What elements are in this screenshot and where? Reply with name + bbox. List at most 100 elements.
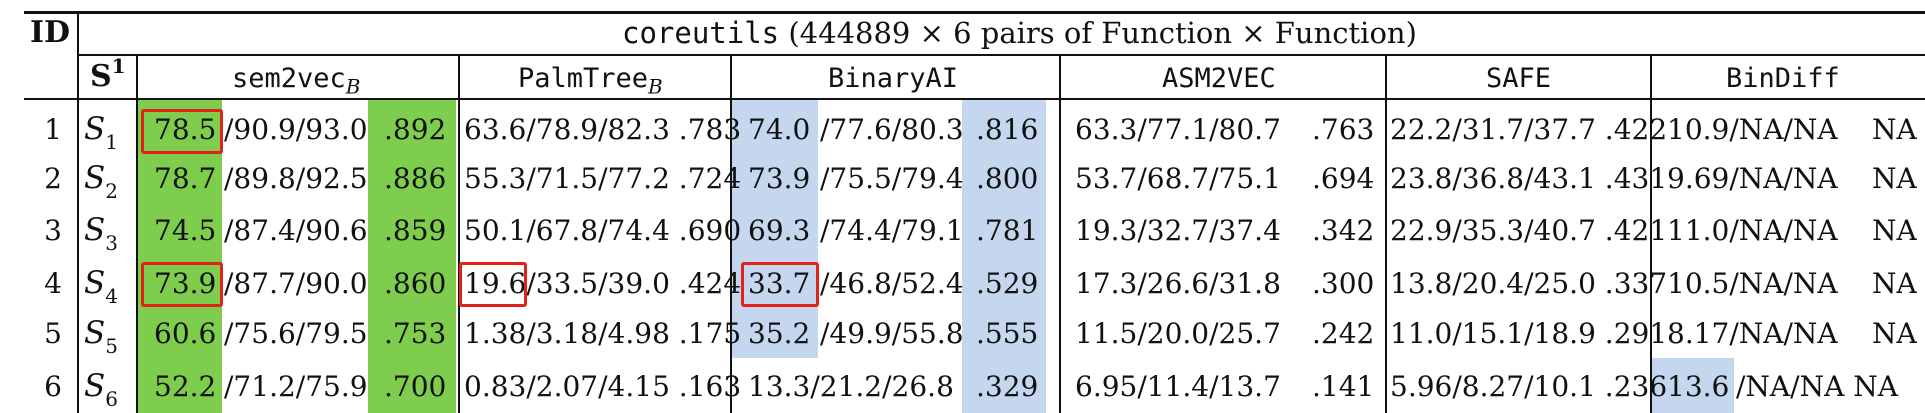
- id-header: ID: [30, 15, 71, 50]
- bindiff-top1: 13.6: [1667, 370, 1730, 403]
- row-id: 1: [44, 113, 62, 146]
- binaryai-top1-highlight: [732, 100, 818, 358]
- binaryai-top5-10: /75.5/79.4: [820, 162, 964, 195]
- bindiff-top1-highlight: [1652, 358, 1734, 413]
- asm2vec-auc: .300: [1312, 267, 1375, 300]
- sem2vec-top5-10: /87.4/90.6: [224, 214, 368, 247]
- palmtree-col-rule: [730, 55, 732, 413]
- sem2vec-col-rule: [458, 55, 460, 413]
- tool-header-safe: SAFE: [1486, 63, 1552, 94]
- asm2vec-values: 63.3/77.1/80.7: [1075, 113, 1281, 146]
- bindiff-auc: NA: [1872, 162, 1917, 195]
- sem2vec-top5-10: /87.7/90.0: [224, 267, 368, 300]
- bindiff-values: 8.17/NA/NA: [1667, 317, 1838, 350]
- palmtree-values: 19.6/33.5/39.0 .424: [464, 267, 742, 300]
- tool-header-bindiff: BinDiff: [1726, 63, 1840, 94]
- asm2vec-auc: .242: [1312, 317, 1375, 350]
- bindiff-values: /NA/NA NA: [1736, 370, 1898, 403]
- row-set: S6: [84, 368, 118, 412]
- sem2vec-auc: .859: [384, 214, 447, 247]
- palmtree-values: 50.1/67.8/74.4 .690: [464, 214, 742, 247]
- bindiff-values: 10.5/NA/NA: [1667, 267, 1838, 300]
- safe-values: 22.2/31.7/37.7 .422: [1390, 113, 1668, 146]
- bindiff-auc: NA: [1872, 267, 1917, 300]
- sem2vec-auc: .860: [384, 267, 447, 300]
- asm2vec-auc: .694: [1312, 162, 1375, 195]
- palmtree-values: 1.38/3.18/4.98 .175: [464, 317, 742, 350]
- sem2vec-top1: 60.6: [154, 317, 217, 350]
- row-id: 3: [44, 214, 62, 247]
- asm2vec-values: 17.3/26.6/31.8: [1075, 267, 1281, 300]
- sem2vec-auc-highlight: [368, 100, 456, 413]
- sem2vec-top1: 74.5: [154, 214, 217, 247]
- binaryai-top1: 73.9: [748, 162, 811, 195]
- top-rule: [24, 11, 1925, 14]
- title-rest: (444889 × 6 pairs of Function × Function…: [779, 16, 1417, 50]
- sem2vec-auc: .753: [384, 317, 447, 350]
- binaryai-values: 13.3/21.2/26.8: [748, 370, 954, 403]
- red-box-sem2vec-row4: [141, 262, 223, 307]
- binaryai-top1: 33.7: [748, 267, 811, 300]
- binaryai-auc: .329: [976, 370, 1039, 403]
- binaryai-auc: .800: [976, 162, 1039, 195]
- header-rule: [24, 98, 1925, 100]
- row-id: 2: [44, 162, 62, 195]
- row-id: 4: [44, 267, 62, 300]
- safe-col-rule: [1650, 55, 1652, 413]
- tool-header-sem2vec: sem2vecB: [232, 63, 361, 99]
- title-prefix: coreutils: [622, 16, 780, 50]
- binaryai-top5-10: /77.6/80.3: [820, 113, 964, 146]
- palmtree-values: 55.3/71.5/77.2 .724: [464, 162, 742, 195]
- row-set: S2: [84, 160, 118, 204]
- palmtree-values: 0.83/2.07/4.15 .163: [464, 370, 742, 403]
- red-box-palmtree-row4: [459, 262, 527, 307]
- bindiff-auc: NA: [1872, 214, 1917, 247]
- red-box-sem2vec-row1: [141, 109, 223, 154]
- binaryai-top5-10: /46.8/52.4: [820, 267, 964, 300]
- asm2vec-values: 19.3/32.7/37.4: [1075, 214, 1281, 247]
- binaryai-auc: .529: [976, 267, 1039, 300]
- asm2vec-col-rule: [1385, 55, 1387, 413]
- row-id: 5: [44, 317, 62, 350]
- sem2vec-top5-10: /90.9/93.0: [224, 113, 368, 146]
- sem2vec-top1: 52.2: [154, 370, 217, 403]
- binaryai-auc-highlight: [962, 100, 1046, 413]
- binaryai-auc: .781: [976, 214, 1039, 247]
- bindiff-auc: NA: [1872, 317, 1917, 350]
- sem2vec-top1: 78.5: [154, 113, 217, 146]
- set-col-rule: [136, 55, 138, 413]
- title-rule: [78, 54, 1925, 56]
- safe-values: 22.9/35.3/40.7 .421: [1390, 214, 1668, 247]
- sem2vec-top5-10: /71.2/75.9: [224, 370, 368, 403]
- bindiff-values: 11.0/NA/NA: [1667, 214, 1838, 247]
- sem2vec-auc: .892: [384, 113, 447, 146]
- safe-values: 23.8/36.8/43.1 .431: [1390, 162, 1668, 195]
- asm2vec-values: 53.7/68.7/75.1: [1075, 162, 1281, 195]
- id-col-rule: [77, 11, 79, 413]
- sem2vec-auc: .700: [384, 370, 447, 403]
- safe-values: 13.8/20.4/25.0 .337: [1390, 267, 1668, 300]
- sem2vec-top1: 78.7: [154, 162, 217, 195]
- binaryai-top5-10: /74.4/79.1: [820, 214, 964, 247]
- row-set: S1: [84, 111, 118, 155]
- safe-values: 11.0/15.1/18.9 .291: [1390, 317, 1668, 350]
- palmtree-values: 63.6/78.9/82.3 .783: [464, 113, 742, 146]
- binaryai-col-rule: [1059, 55, 1061, 413]
- sem2vec-top1: 73.9: [154, 267, 217, 300]
- asm2vec-auc: .342: [1312, 214, 1375, 247]
- row-id: 6: [44, 370, 62, 403]
- binaryai-auc: .816: [976, 113, 1039, 146]
- bindiff-auc: NA: [1872, 113, 1917, 146]
- set-header: S1: [90, 54, 126, 94]
- binaryai-top5-10: /49.9/55.8: [820, 317, 964, 350]
- red-box-binaryai-row4: [741, 262, 819, 307]
- sem2vec-top5-10: /75.6/79.5: [224, 317, 368, 350]
- binaryai-top1: 74.0: [748, 113, 811, 146]
- tool-header-binaryai: BinaryAI: [828, 63, 959, 94]
- tool-header-asm2vec: ASM2VEC: [1162, 63, 1276, 94]
- bindiff-values: 9.69/NA/NA: [1667, 162, 1838, 195]
- asm2vec-values: 11.5/20.0/25.7: [1075, 317, 1281, 350]
- table-title: coreutils (444889 × 6 pairs of Function …: [622, 19, 1417, 48]
- row-set: S4: [84, 265, 118, 309]
